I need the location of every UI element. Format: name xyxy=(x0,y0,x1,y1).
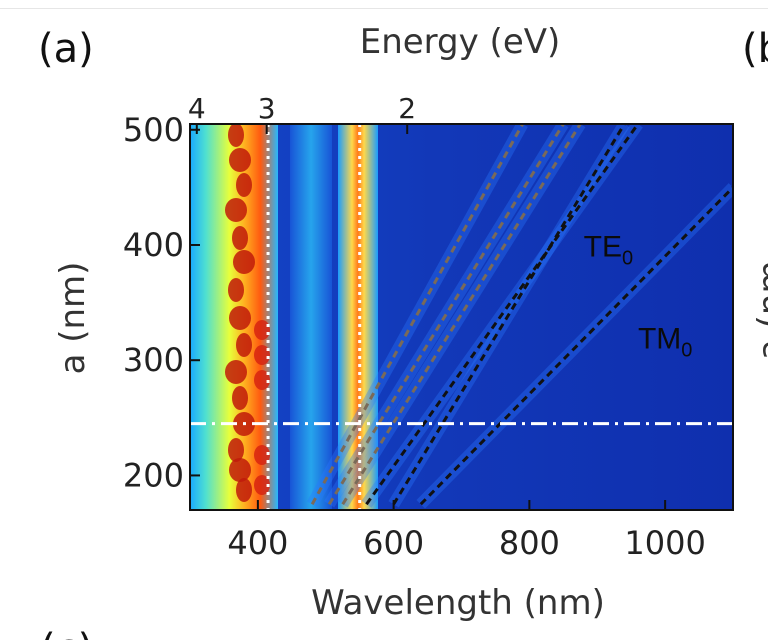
y-tick-label: 200 xyxy=(123,456,184,494)
right-panel-label: (b xyxy=(742,26,768,72)
mode-line-tm0 xyxy=(419,186,735,506)
plot-frame xyxy=(189,123,734,511)
x-axis: 400 600 800 1000 xyxy=(227,500,706,562)
mode-line xyxy=(310,123,524,505)
y-tick-label: 400 xyxy=(123,226,184,264)
y-tick-label: 300 xyxy=(123,341,184,379)
x-tick-label: 400 xyxy=(227,524,288,562)
bottom-partial-label: (c) xyxy=(40,626,93,640)
hotspot xyxy=(254,445,270,465)
top-axis: 4 3 2 xyxy=(188,92,416,134)
top-tick-label: 4 xyxy=(188,92,206,125)
tm0-label: TM0 xyxy=(638,323,692,362)
y-tick-label: 500 xyxy=(123,111,184,149)
hotspot xyxy=(229,458,251,482)
x-tick-label: 1000 xyxy=(624,524,705,562)
mode-line-te0 xyxy=(392,123,626,506)
x-tick-label: 600 xyxy=(363,524,424,562)
hotspot xyxy=(228,438,244,462)
mode-lines xyxy=(310,123,735,506)
x-tick-label: 800 xyxy=(499,524,560,562)
hotspot xyxy=(228,124,244,147)
hotspot xyxy=(225,198,247,222)
hotspot xyxy=(229,148,251,172)
hotspot xyxy=(232,386,248,410)
top-tick-label: 2 xyxy=(398,92,416,125)
heatmap-background xyxy=(190,124,733,510)
hotspot xyxy=(254,320,270,340)
hotspot xyxy=(232,226,248,250)
mode-line xyxy=(365,123,640,506)
right-axis-fragment: a (nm xyxy=(751,260,768,360)
top-tick-label: 3 xyxy=(258,92,276,125)
cyan-band xyxy=(290,124,332,510)
hotspot xyxy=(254,345,270,365)
hotspot-group xyxy=(225,124,270,502)
guide-lines xyxy=(190,124,733,510)
te0-label: TE0 xyxy=(584,231,633,270)
panel-label: (a) xyxy=(38,26,94,72)
mode-line xyxy=(327,123,565,506)
hotspot xyxy=(254,475,270,495)
hotspot xyxy=(254,370,270,390)
hotspot xyxy=(229,306,251,330)
x-axis-title: Wavelength (nm) xyxy=(311,583,605,623)
hotspot xyxy=(233,250,255,274)
top-axis-title: Energy (eV) xyxy=(360,22,561,62)
hotspot xyxy=(228,278,244,302)
hotspot xyxy=(236,333,252,357)
mode-line xyxy=(341,123,582,506)
hotspot xyxy=(236,173,252,197)
mode-annotations: TE0 TM0 xyxy=(584,231,693,362)
top-divider xyxy=(0,8,768,9)
y-axis-title: a (nm) xyxy=(53,262,93,375)
hotspot xyxy=(225,360,247,384)
hotspot xyxy=(236,478,252,502)
y-axis: 200 300 400 500 xyxy=(123,111,200,494)
